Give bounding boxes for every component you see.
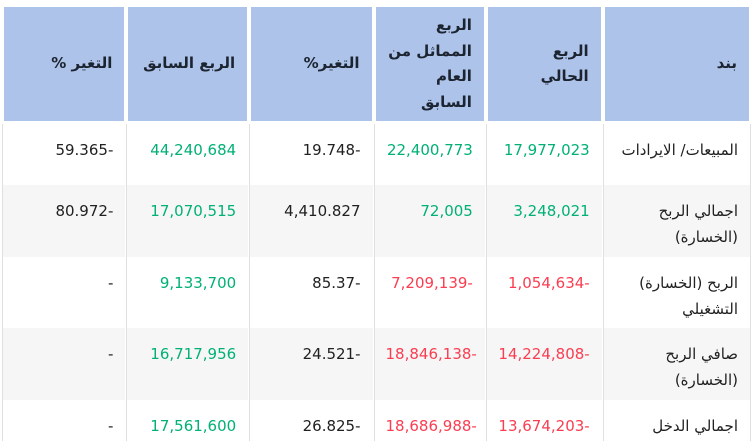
column-header-change_prev_pct: التغير % [2, 5, 127, 124]
item-cell: اجمالي الدخل الشامل [602, 399, 751, 441]
change_prev_pct-cell: 59.365- [2, 124, 126, 185]
previous_quarter-cell: 17,070,515 [126, 185, 250, 257]
change_prev_pct-cell: - [2, 399, 126, 441]
table-header: بند الربع الحالي الربع المماثل من العام ال… [2, 5, 751, 124]
same_quarter_last_year-cell: 18,686,988- [373, 399, 486, 441]
previous_quarter-cell: 44,240,684 [126, 124, 249, 185]
table-body: المبيعات/ الايرادات 17,977,023 22,400,773 1… [2, 124, 751, 441]
same_quarter_last_year-cell: 22,400,773 [373, 124, 486, 185]
change_prev_pct-cell: 80.972- [2, 185, 127, 257]
column-header-previous_quarter: الربع السابق [126, 5, 250, 124]
current_quarter-cell: 13,674,203- [485, 399, 603, 441]
item-cell: الربح (الخسارة) التشغيلي [602, 256, 751, 328]
change_pct-cell: 24.521- [249, 328, 374, 400]
table-row: الربح (الخسارة) التشغيلي 1,054,634- 7,209,… [2, 256, 751, 328]
column-header-change_pct: التغير% [249, 5, 374, 124]
previous_quarter-cell: 9,133,700 [126, 256, 249, 328]
table-row: اجمالي الدخل الشامل13,674,203-18,686,988… [2, 399, 751, 441]
item-cell: صافي الربح (الخسارة) [602, 328, 751, 400]
same_quarter_last_year-cell: 72,005 [373, 185, 486, 257]
current_quarter-cell: 17,977,023 [485, 124, 603, 185]
previous_quarter-cell: 16,717,956 [126, 328, 250, 400]
item-cell: اجمالي الربح (الخسارة) [602, 185, 751, 257]
same_quarter_last_year-cell: 18,846,138- [373, 328, 486, 400]
change_pct-cell: 26.825- [249, 399, 373, 441]
table-row: اجمالي الربح (الخسارة) 3,248,021 72,005 4,4… [2, 185, 751, 257]
same_quarter_last_year-cell: 7,209,139- [373, 256, 486, 328]
previous_quarter-cell: 17,561,600 [126, 399, 249, 441]
change_pct-cell: 4,410.827 [249, 185, 374, 257]
header-row: بند الربع الحالي الربع المماثل من العام ال… [2, 5, 751, 124]
current_quarter-cell: 1,054,634- [485, 256, 603, 328]
table-row: المبيعات/ الايرادات 17,977,023 22,400,773 1… [2, 124, 751, 185]
column-header-same_quarter_last_year: الربع المماثل من العام السابق [373, 5, 486, 124]
change_prev_pct-cell: - [2, 328, 127, 400]
item-cell: المبيعات/ الايرادات [602, 124, 751, 185]
column-header-current_quarter: الربع الحالي [485, 5, 603, 124]
financial-results-table: بند الربع الحالي الربع المماثل من العام ال… [2, 5, 751, 441]
current_quarter-cell: 14,224,808- [485, 328, 603, 400]
change_pct-cell: 85.37- [249, 256, 373, 328]
change_pct-cell: 19.748- [249, 124, 373, 185]
column-header-item: بند [602, 5, 751, 124]
change_prev_pct-cell: - [2, 256, 126, 328]
current_quarter-cell: 3,248,021 [485, 185, 603, 257]
table-row: صافي الربح (الخسارة) 14,224,808- 18,846,13… [2, 328, 751, 400]
